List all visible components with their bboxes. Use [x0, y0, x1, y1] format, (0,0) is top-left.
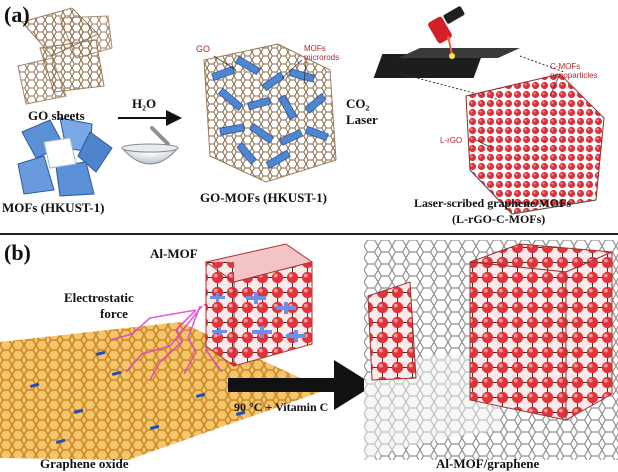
go-sheets-label: GO sheets [28, 108, 85, 123]
panel-a-letter: (a) [4, 2, 30, 27]
force-label: force [100, 306, 128, 321]
co2-label: CO₂ [346, 96, 370, 111]
laser-device-illustration [373, 6, 565, 101]
lrgo-cmofs-label: (L-rGO-C-MOFs) [452, 212, 546, 226]
go-callout: GO [196, 44, 211, 54]
mofs-label: MOFs (HKUST-1) [2, 200, 105, 215]
lrgo-cmofs-composite [465, 73, 605, 215]
laser-label: Laser [346, 112, 378, 127]
condition-label: 90 °C + Vitamin C [234, 400, 329, 414]
h2o-label: H₂O [132, 96, 157, 111]
mortar-bowl-icon [120, 126, 180, 165]
go-mofs-label: GO-MOFs (HKUST-1) [200, 190, 327, 205]
graphene-oxide-label: Graphene oxide [40, 456, 129, 471]
al-mof-label: Al-MOF [150, 246, 198, 261]
reaction-arrow [228, 360, 374, 410]
al-mof-cube [204, 243, 314, 367]
go-sheets-illustration [17, 7, 113, 105]
mofs-microrods-callout: MOFs microrods [304, 44, 340, 62]
panel-b-letter: (b) [4, 240, 31, 265]
go-mofs-composite [203, 43, 337, 183]
electrostatic-label: Electrostatic [64, 290, 134, 305]
al-mof-graphene-label: Al-MOF/graphene [436, 456, 540, 471]
cmofs-nanoparticles-callout: C-MOFs nanoparticles [550, 62, 598, 80]
lrgo-callout: L-rGO [440, 136, 463, 145]
mof-hkust-polyhedra [17, 117, 113, 197]
al-mof-graphene-result [364, 240, 618, 460]
laser-scribed-label: Laser-scribed graphene/MOFs [414, 196, 572, 210]
